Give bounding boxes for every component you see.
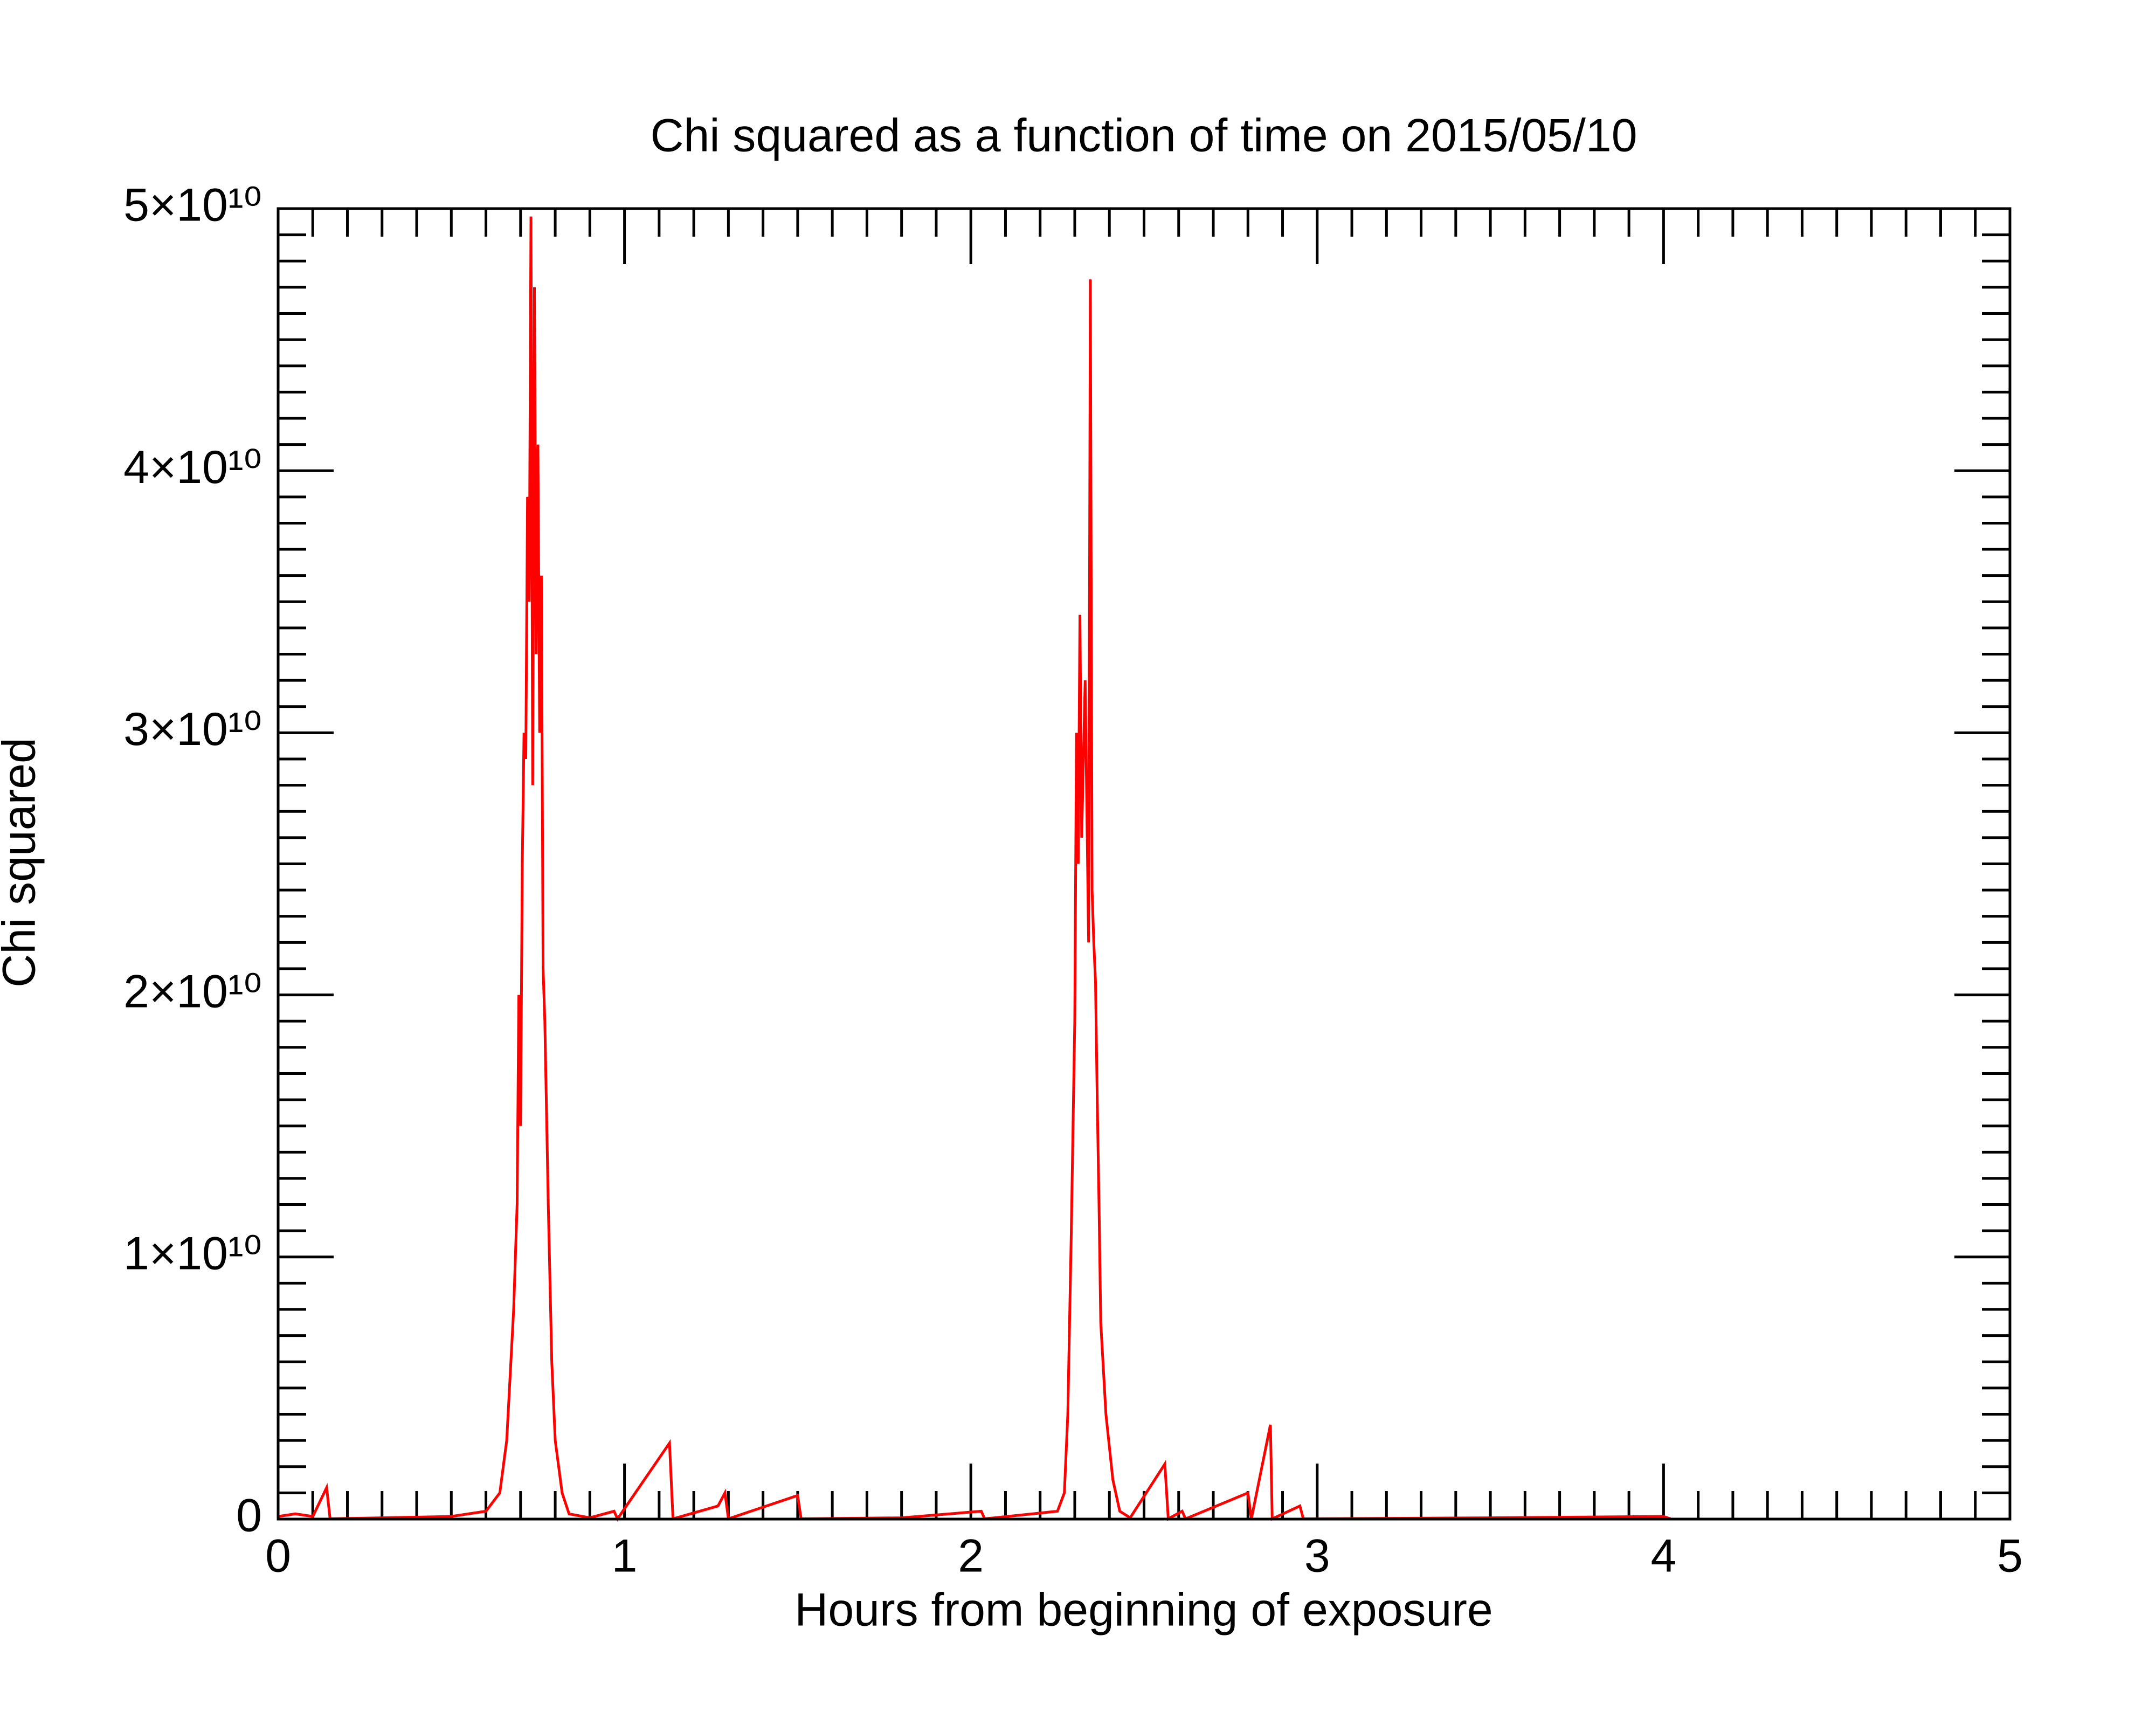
x-tick-label: 5 [1997,1530,2023,1582]
y-tick-label: 0 [236,1490,262,1542]
x-tick-label: 1 [612,1530,638,1582]
x-tick-label: 3 [1304,1530,1330,1582]
y-tick-label: 5×10¹⁰ [123,180,262,231]
x-tick-label: 2 [958,1530,984,1582]
x-tick-label: 4 [1650,1530,1676,1582]
y-tick-label: 1×10¹⁰ [123,1228,262,1280]
y-tick-label: 2×10¹⁰ [123,965,262,1017]
y-tick-label: 3×10¹⁰ [123,703,262,755]
y-tick-label: 4×10¹⁰ [123,441,262,493]
y-axis-label: Chi squared [0,737,45,988]
plot-frame [277,207,2012,1521]
x-axis-label: Hours from beginning of exposure [794,1584,1493,1636]
x-tick-label: 0 [265,1530,291,1582]
chart-title: Chi squared as a function of time on 201… [650,110,1637,162]
